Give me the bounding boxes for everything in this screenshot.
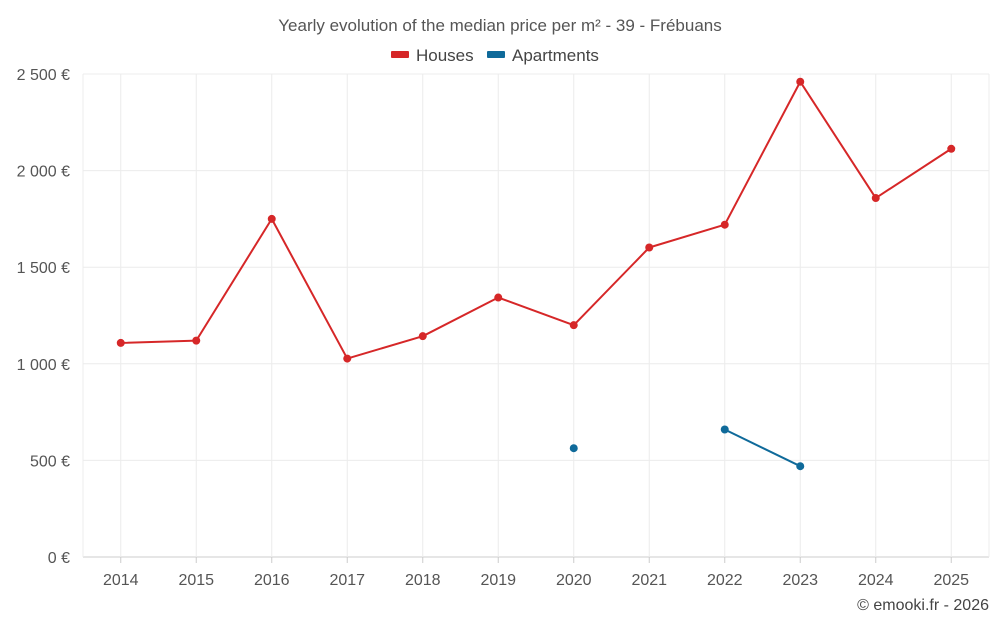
y-tick-label: 2 000 € (17, 164, 70, 181)
chart-title: Yearly evolution of the median price per… (278, 16, 722, 35)
y-tick-label: 500 € (30, 453, 70, 470)
legend-swatch-apartments (487, 51, 505, 58)
legend-label-apartments: Apartments (512, 46, 599, 65)
data-point-houses-2016[interactable] (267, 214, 276, 223)
data-point-apartments-2022[interactable] (720, 425, 729, 434)
data-point-houses-2019[interactable] (494, 293, 503, 302)
legend-item-apartments[interactable]: Apartments (487, 46, 599, 65)
data-point-houses-2022[interactable] (720, 220, 729, 229)
x-tick-label: 2025 (933, 572, 969, 589)
x-tick-label: 2014 (103, 572, 139, 589)
data-point-houses-2015[interactable] (192, 336, 201, 345)
data-point-houses-2014[interactable] (116, 338, 125, 347)
data-point-houses-2023[interactable] (796, 77, 805, 86)
series (116, 77, 956, 471)
credit-text: © emooki.fr - 2026 (857, 597, 989, 614)
series-apartments (569, 425, 805, 471)
x-tick-label: 2020 (556, 572, 592, 589)
legend-label-houses: Houses (416, 46, 474, 65)
grid (82, 73, 990, 563)
legend: Houses Apartments (391, 46, 599, 65)
x-tick-label: 2018 (405, 572, 441, 589)
x-tick-label: 2024 (858, 572, 894, 589)
series-line-apartments (724, 428, 801, 468)
series-line-houses (120, 80, 952, 360)
x-tick-label: 2016 (254, 572, 290, 589)
data-point-apartments-2020[interactable] (569, 444, 578, 453)
y-tick-label: 1 000 € (17, 357, 70, 374)
x-axis-ticks: 2014 2015 2016 2017 2018 2019 2020 2021 2022 2023… (103, 572, 969, 589)
series-houses (116, 77, 956, 363)
y-tick-label: 2 500 € (17, 67, 70, 84)
legend-item-houses[interactable]: Houses (391, 46, 474, 65)
x-tick-label: 2019 (480, 572, 516, 589)
data-point-houses-2020[interactable] (569, 321, 578, 330)
x-tick-label: 2021 (631, 572, 667, 589)
data-point-houses-2025[interactable] (947, 144, 956, 153)
data-point-houses-2017[interactable] (343, 354, 352, 363)
data-point-houses-2024[interactable] (871, 194, 880, 203)
y-tick-label: 0 € (48, 550, 70, 567)
data-point-houses-2018[interactable] (418, 332, 427, 341)
y-axis-ticks: 0 € 500 € 1 000 € 1 500 € 2 000 € 2 500 € (17, 67, 70, 567)
data-point-apartments-2023[interactable] (796, 462, 805, 471)
x-tick-label: 2017 (329, 572, 365, 589)
y-tick-label: 1 500 € (17, 260, 70, 277)
legend-swatch-houses (391, 51, 409, 58)
x-tick-label: 2022 (707, 572, 743, 589)
data-point-houses-2021[interactable] (645, 243, 654, 252)
x-tick-label: 2015 (178, 572, 214, 589)
x-tick-label: 2023 (782, 572, 818, 589)
